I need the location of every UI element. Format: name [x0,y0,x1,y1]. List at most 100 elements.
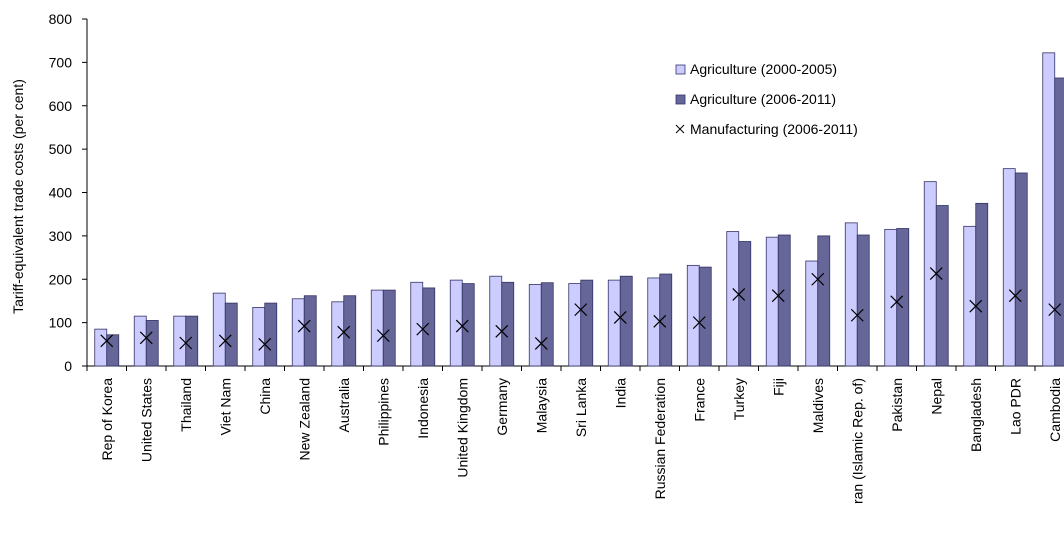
marker-manufacturing-2006-2011 [179,336,193,350]
bar-agriculture-2006-2011 [343,295,357,367]
marker-manufacturing-2006-2011 [613,310,627,324]
x-tick-label: Germany [494,378,510,436]
y-tick-label: 0 [64,358,72,374]
y-tick-label: 400 [49,185,73,201]
bar-agriculture-2000-2005 [449,279,463,367]
marker-manufacturing-2006-2011 [692,316,706,330]
bar-agriculture-2006-2011 [106,334,120,367]
marker-manufacturing-2006-2011 [495,324,509,338]
x-tick-label: Maldives [810,378,826,433]
bar-agriculture-2006-2011 [422,287,436,367]
bar-agriculture-2000-2005 [1042,52,1056,367]
bar-agriculture-2000-2005 [726,231,740,367]
x-tick-label: Bangladesh [968,378,984,452]
bar-agriculture-2006-2011 [698,266,712,367]
bar-agriculture-2000-2005 [1002,168,1016,367]
y-axis-title: Tariff-equivalent trade costs (per cent) [10,79,26,314]
bar-agriculture-2006-2011 [185,315,199,367]
bar-agriculture-2006-2011 [1014,172,1028,367]
legend-label: Agriculture (2000-2005) [690,61,837,77]
y-tick-label: 100 [49,315,73,331]
marker-manufacturing-2006-2011 [337,325,351,339]
bar-agriculture-2000-2005 [410,281,424,367]
marker-manufacturing-2006-2011 [811,272,825,286]
x-tick-label: Australia [336,378,352,433]
bar-agriculture-2006-2011 [382,289,396,367]
marker-manufacturing-2006-2011 [732,288,746,301]
bar-agriculture-2000-2005 [370,289,384,367]
x-tick-label: ran (Islamic Rep. of) [849,378,865,504]
bar-agriculture-2000-2005 [963,225,977,367]
x-tick-label: Pakistan [889,378,905,432]
x-tick-label: Turkey [731,378,747,420]
y-tick-label: 500 [49,141,73,157]
x-tick-label: Nepal [928,378,944,415]
bar-agriculture-2000-2005 [94,328,108,367]
bar-agriculture-2000-2005 [647,277,661,367]
bar-agriculture-2006-2011 [501,281,515,367]
marker-manufacturing-2006-2011 [376,329,390,343]
x-tick-label: Thailand [178,378,194,432]
bar-agriculture-2000-2005 [291,298,305,367]
x-tick-label: Rep of Korea [99,378,115,461]
marker-manufacturing-2006-2011 [297,319,311,333]
x-tick-label: Indonesia [415,378,431,439]
bar-agriculture-2000-2005 [884,228,898,367]
x-tick-label: Russian Federation [652,378,668,499]
x-tick-label: Sri Lanka [573,378,589,437]
legend-label: Agriculture (2006-2011) [690,91,836,107]
x-tick-label: Malaysia [533,378,549,433]
marker-manufacturing-2006-2011 [771,289,785,303]
bar-agriculture-2000-2005 [528,284,542,367]
bar-agriculture-2006-2011 [461,283,475,367]
bar-agriculture-2006-2011 [777,234,791,367]
bar-agriculture-2006-2011 [1054,77,1064,367]
marker-manufacturing-2006-2011 [890,295,904,309]
bar-agriculture-2006-2011 [738,241,752,367]
bar-agriculture-2006-2011 [540,282,554,367]
bar-agriculture-2000-2005 [923,181,937,367]
marker-manufacturing-2006-2011 [574,303,588,317]
y-tick-label: 800 [49,11,73,27]
bar-agriculture-2000-2005 [844,222,858,367]
marker-manufacturing-2006-2011 [100,334,114,348]
marker-manufacturing-2006-2011 [258,337,272,351]
x-tick-label: United States [138,378,154,462]
bar-agriculture-2000-2005 [568,283,582,367]
x-tick-label: Viet Nam [217,378,233,435]
y-tick-label: 600 [49,98,73,114]
bar-agriculture-2006-2011 [303,295,317,367]
marker-manufacturing-2006-2011 [218,334,232,348]
marker-manufacturing-2006-2011 [1048,303,1062,317]
bar-agriculture-2006-2011 [659,273,673,367]
legend-marker [675,124,685,134]
bar-agriculture-2000-2005 [252,307,266,367]
x-tick-label: Fiji [770,378,786,396]
bar-agriculture-2000-2005 [686,264,700,367]
marker-manufacturing-2006-2011 [534,337,548,350]
bar-agriculture-2006-2011 [224,302,238,367]
bar-agriculture-2006-2011 [817,235,831,367]
bar-agriculture-2000-2005 [489,275,503,367]
bar-agriculture-2006-2011 [975,202,989,367]
marker-manufacturing-2006-2011 [416,322,430,336]
bar-agriculture-2006-2011 [935,205,949,367]
legend-swatch [675,94,686,105]
legend-swatch [675,64,686,75]
marker-manufacturing-2006-2011 [929,267,943,281]
x-tick-label: Cambodia [1047,378,1063,442]
y-tick-label: 700 [49,54,73,70]
x-tick-label: New Zealand [296,378,312,461]
x-tick-label: Lao PDR [1007,378,1023,435]
bar-agriculture-2006-2011 [264,302,278,367]
legend-label: Manufacturing (2006-2011) [690,121,858,137]
bar-agriculture-2000-2005 [133,315,147,367]
x-tick-label: India [612,378,628,409]
bar-agriculture-2006-2011 [619,275,633,367]
marker-manufacturing-2006-2011 [139,331,153,345]
bar-agriculture-2006-2011 [580,279,594,367]
bar-agriculture-2000-2005 [212,292,226,367]
bar-agriculture-2006-2011 [896,228,910,367]
